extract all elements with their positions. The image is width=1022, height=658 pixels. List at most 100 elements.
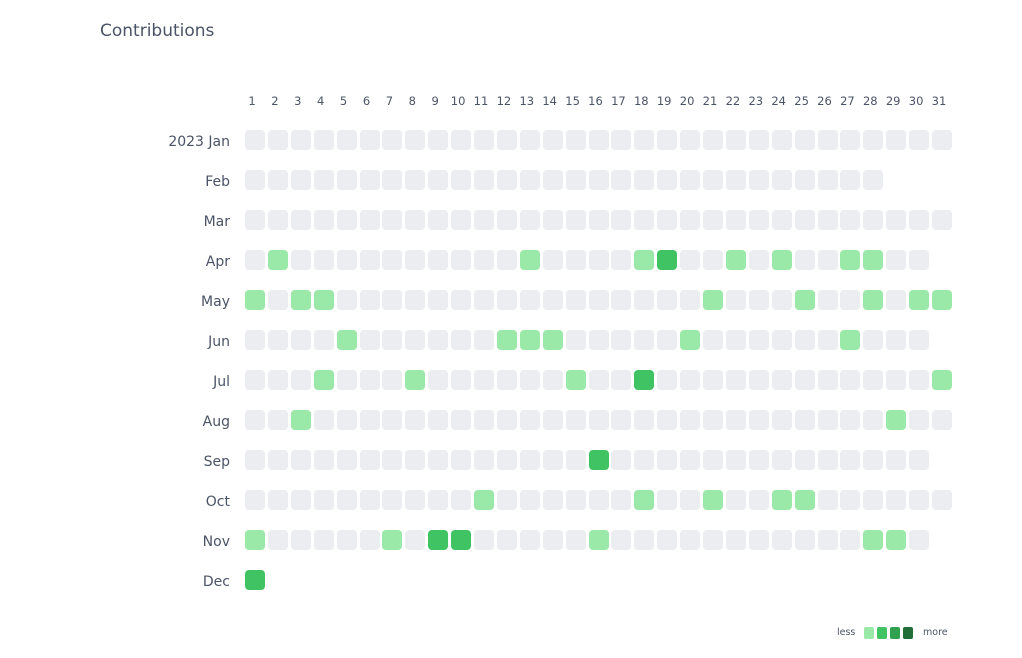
day-cell[interactable] <box>428 210 449 230</box>
day-cell[interactable] <box>932 490 952 510</box>
day-cell[interactable] <box>245 170 265 190</box>
day-cell[interactable] <box>359 450 380 470</box>
day-cell[interactable] <box>565 250 586 270</box>
day-cell[interactable] <box>428 370 449 390</box>
day-cell[interactable] <box>634 450 655 470</box>
day-cell[interactable] <box>313 370 334 390</box>
day-cell[interactable] <box>359 330 380 350</box>
day-cell[interactable] <box>542 450 563 470</box>
day-cell[interactable] <box>725 330 746 350</box>
day-cell[interactable] <box>817 210 838 230</box>
day-cell[interactable] <box>680 410 701 430</box>
day-cell[interactable] <box>336 370 357 390</box>
day-cell[interactable] <box>565 450 586 470</box>
day-cell[interactable] <box>703 370 723 390</box>
day-cell[interactable] <box>405 170 426 190</box>
day-cell[interactable] <box>886 330 907 350</box>
day-cell[interactable] <box>313 410 334 430</box>
day-cell[interactable] <box>886 290 907 310</box>
day-cell[interactable] <box>474 250 494 270</box>
day-cell[interactable] <box>565 170 586 190</box>
day-cell[interactable] <box>863 490 884 510</box>
day-cell[interactable] <box>565 370 586 390</box>
day-cell[interactable] <box>748 170 769 190</box>
day-cell[interactable] <box>863 370 884 390</box>
day-cell[interactable] <box>382 410 403 430</box>
day-cell[interactable] <box>634 370 655 390</box>
day-cell[interactable] <box>794 530 815 550</box>
day-cell[interactable] <box>267 450 288 470</box>
day-cell[interactable] <box>382 210 403 230</box>
day-cell[interactable] <box>748 370 769 390</box>
day-cell[interactable] <box>565 530 586 550</box>
day-cell[interactable] <box>748 530 769 550</box>
day-cell[interactable] <box>245 330 265 350</box>
day-cell[interactable] <box>657 210 678 230</box>
day-cell[interactable] <box>794 490 815 510</box>
day-cell[interactable] <box>863 250 884 270</box>
day-cell[interactable] <box>611 450 632 470</box>
day-cell[interactable] <box>932 130 952 150</box>
day-cell[interactable] <box>474 210 494 230</box>
day-cell[interactable] <box>496 410 517 430</box>
day-cell[interactable] <box>909 450 930 470</box>
day-cell[interactable] <box>634 490 655 510</box>
day-cell[interactable] <box>840 530 861 550</box>
day-cell[interactable] <box>382 530 403 550</box>
day-cell[interactable] <box>542 490 563 510</box>
day-cell[interactable] <box>588 490 609 510</box>
day-cell[interactable] <box>840 330 861 350</box>
day-cell[interactable] <box>840 370 861 390</box>
day-cell[interactable] <box>542 330 563 350</box>
day-cell[interactable] <box>519 490 540 510</box>
day-cell[interactable] <box>496 170 517 190</box>
day-cell[interactable] <box>451 250 472 270</box>
day-cell[interactable] <box>359 170 380 190</box>
day-cell[interactable] <box>863 530 884 550</box>
day-cell[interactable] <box>313 450 334 470</box>
day-cell[interactable] <box>771 410 792 430</box>
day-cell[interactable] <box>817 130 838 150</box>
day-cell[interactable] <box>474 370 494 390</box>
day-cell[interactable] <box>886 490 907 510</box>
day-cell[interactable] <box>519 290 540 310</box>
day-cell[interactable] <box>909 490 930 510</box>
day-cell[interactable] <box>794 330 815 350</box>
day-cell[interactable] <box>359 530 380 550</box>
day-cell[interactable] <box>863 450 884 470</box>
day-cell[interactable] <box>840 250 861 270</box>
day-cell[interactable] <box>840 290 861 310</box>
day-cell[interactable] <box>565 330 586 350</box>
day-cell[interactable] <box>909 290 930 310</box>
day-cell[interactable] <box>336 490 357 510</box>
day-cell[interactable] <box>748 410 769 430</box>
day-cell[interactable] <box>725 130 746 150</box>
day-cell[interactable] <box>451 170 472 190</box>
day-cell[interactable] <box>290 250 311 270</box>
day-cell[interactable] <box>496 130 517 150</box>
day-cell[interactable] <box>290 530 311 550</box>
day-cell[interactable] <box>588 450 609 470</box>
day-cell[interactable] <box>451 210 472 230</box>
day-cell[interactable] <box>634 210 655 230</box>
day-cell[interactable] <box>657 370 678 390</box>
day-cell[interactable] <box>611 170 632 190</box>
day-cell[interactable] <box>863 290 884 310</box>
day-cell[interactable] <box>794 450 815 470</box>
day-cell[interactable] <box>267 490 288 510</box>
day-cell[interactable] <box>336 250 357 270</box>
day-cell[interactable] <box>519 250 540 270</box>
day-cell[interactable] <box>634 330 655 350</box>
day-cell[interactable] <box>703 170 723 190</box>
day-cell[interactable] <box>863 330 884 350</box>
day-cell[interactable] <box>519 170 540 190</box>
day-cell[interactable] <box>817 490 838 510</box>
day-cell[interactable] <box>748 450 769 470</box>
day-cell[interactable] <box>474 530 494 550</box>
day-cell[interactable] <box>565 490 586 510</box>
day-cell[interactable] <box>519 130 540 150</box>
day-cell[interactable] <box>703 530 723 550</box>
day-cell[interactable] <box>474 130 494 150</box>
day-cell[interactable] <box>932 410 952 430</box>
day-cell[interactable] <box>817 450 838 470</box>
